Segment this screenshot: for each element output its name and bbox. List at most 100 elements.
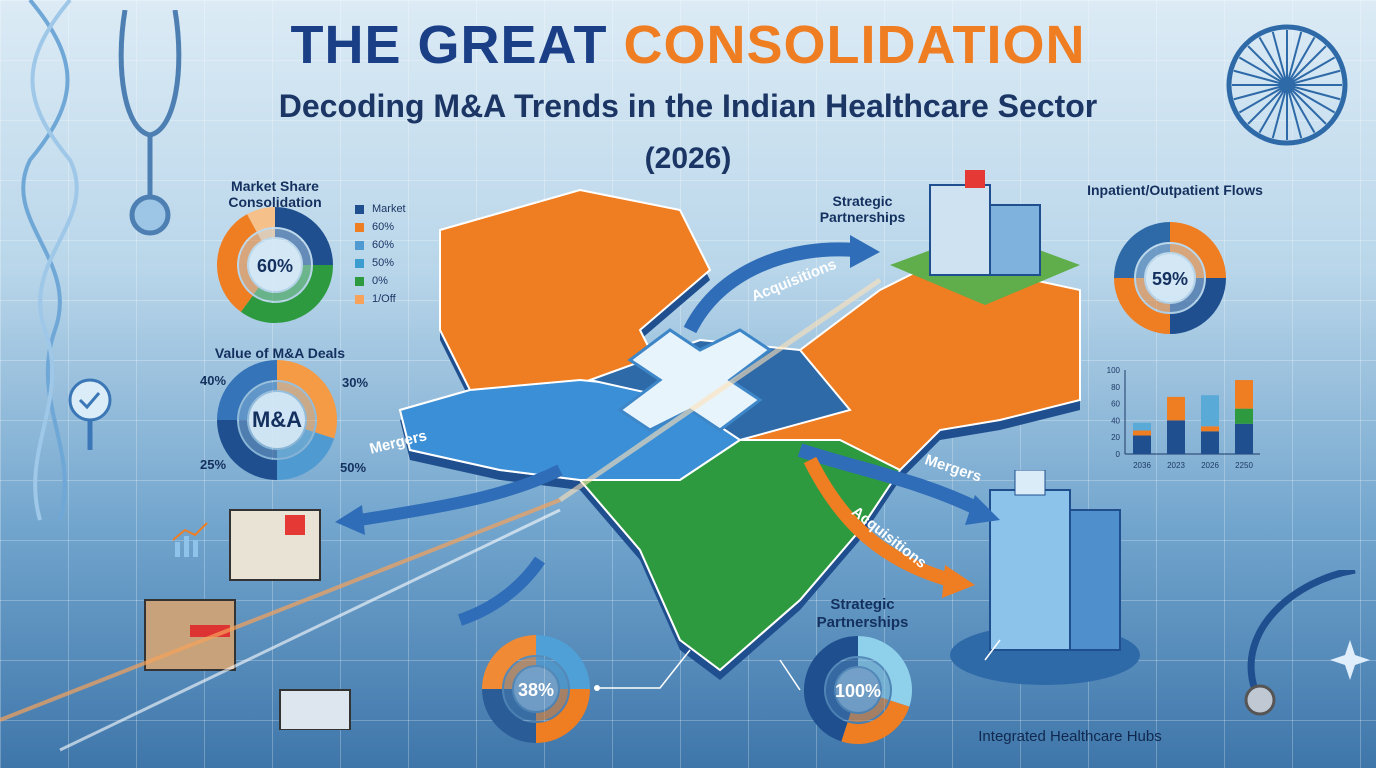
legend-item: 60% [355, 236, 406, 254]
bar-segment [1133, 435, 1151, 454]
y-tick-label: 60 [1111, 400, 1120, 409]
donut-center-label: 38% [518, 680, 554, 700]
bar-segment [1201, 426, 1219, 432]
donut-slice [276, 360, 337, 439]
legend-item: Market [355, 200, 406, 218]
stethoscope-icon [118, 10, 182, 236]
donut-inner-slice [239, 233, 262, 295]
donut-hole [514, 667, 558, 711]
x-tick-label: 2250 [1235, 461, 1253, 470]
bar-segment [1133, 422, 1151, 431]
donut-center-label: 60% [257, 256, 293, 276]
donut-inner-slice [276, 429, 314, 458]
integrated-hubs-label: Integrated Healthcare Hubs [978, 728, 1162, 745]
legend-item: 50% [355, 254, 406, 272]
market-share-donut: 60% [217, 207, 333, 323]
legend-label: 60% [372, 221, 395, 233]
donut-hole [1146, 254, 1194, 302]
ma-label-50: 50% [340, 460, 367, 475]
donut-slice [535, 688, 590, 743]
donut-inner-slice [504, 688, 537, 721]
legend-swatch [355, 240, 364, 250]
x-tick-label: 2026 [1201, 461, 1219, 470]
donut-inner-slice [1169, 277, 1204, 312]
legend-label: 1/Off [372, 293, 396, 305]
bar-segment [1167, 396, 1185, 421]
bar-segment [1201, 395, 1219, 427]
bar-segment [1167, 420, 1185, 454]
inpatient-flows-donut: 59% [1114, 222, 1226, 334]
y-tick-label: 80 [1111, 383, 1120, 392]
legend-swatch [355, 222, 364, 232]
donut-inner-slice [274, 229, 311, 266]
growth-chart-icon [172, 522, 208, 557]
market-share-title: Market Share Consolidation [228, 178, 322, 210]
legend-item: 60% [355, 218, 406, 236]
donut-inner-slice [848, 697, 889, 722]
donut-inner-slice [535, 688, 568, 721]
stethoscope-icon [1244, 570, 1356, 716]
donut-slice [1114, 222, 1171, 279]
donut-100: 100% [804, 636, 912, 744]
donut-hole [836, 668, 880, 712]
donut-hole [249, 392, 305, 448]
donut-38: 38% [482, 635, 590, 743]
sparkle-icon [1330, 640, 1370, 680]
donut-slice [482, 635, 537, 690]
donut-inner-slice [535, 657, 568, 690]
x-tick-label: 2023 [1167, 461, 1185, 470]
donut-center-label: 59% [1152, 269, 1188, 289]
medical-cross-icon [617, 328, 773, 432]
donut-inner-slice [1136, 277, 1171, 312]
ma-label-30: 30% [342, 375, 369, 390]
donut-slice [247, 207, 276, 232]
donut-slice [276, 431, 335, 480]
bar-segment [1235, 423, 1253, 454]
legend-label: 50% [372, 257, 395, 269]
donut-hole [249, 239, 301, 291]
strategic-partnerships-label-top: Strategic Partnerships [819, 193, 906, 225]
y-tick-label: 20 [1111, 433, 1120, 442]
donut-center-label: 100% [835, 681, 881, 701]
ma-label-40: 40% [200, 373, 227, 388]
subtitle: Decoding M&A Trends in the Indian Health… [278, 88, 1098, 124]
bar-segment [1235, 408, 1253, 424]
donut-center-label: M&A [252, 407, 302, 432]
inpatient-flows-title: Inpatient/Outpatient Flows [1087, 182, 1263, 198]
page-title: THE GREAT CONSOLIDATION [290, 15, 1086, 75]
legend-swatch [355, 276, 364, 286]
donut-slice [482, 688, 537, 743]
ma-deals-donut: M&A [217, 360, 337, 480]
donut-inner-slice [257, 229, 276, 241]
legend-swatch [355, 258, 364, 268]
small-clinics-icon [144, 509, 351, 730]
year-label: (2026) [644, 142, 732, 175]
legend-swatch [355, 204, 364, 214]
integrated-hospital-building-icon [950, 470, 1140, 685]
donut-slice [841, 699, 910, 744]
donut-inner-slice [826, 658, 859, 721]
y-tick-label: 40 [1111, 416, 1120, 425]
donut-slice [274, 207, 333, 266]
bar-segment [1133, 430, 1151, 436]
donut-slice [1169, 277, 1226, 334]
india-map [398, 188, 1081, 680]
strategic-partnerships-label-bottom: Strategic Partnerships [816, 596, 909, 631]
donut-slice [217, 214, 258, 312]
legend-swatch [355, 294, 364, 304]
legend-item: 1/Off [355, 290, 406, 308]
donut-slice [240, 264, 333, 323]
donut-inner-slice [1136, 244, 1171, 279]
location-check-icon [68, 378, 112, 450]
legend-item: 0% [355, 272, 406, 290]
donut-slice [1169, 222, 1226, 279]
legend-label: 60% [372, 239, 395, 251]
dna-icon [21, 0, 79, 521]
donut-inner-slice [253, 264, 311, 301]
hospital-building-icon [890, 170, 1080, 305]
y-tick-label: 0 [1116, 450, 1121, 459]
bar-segment [1201, 431, 1219, 454]
donut-slice [535, 635, 590, 690]
donut-inner-slice [1169, 244, 1204, 279]
